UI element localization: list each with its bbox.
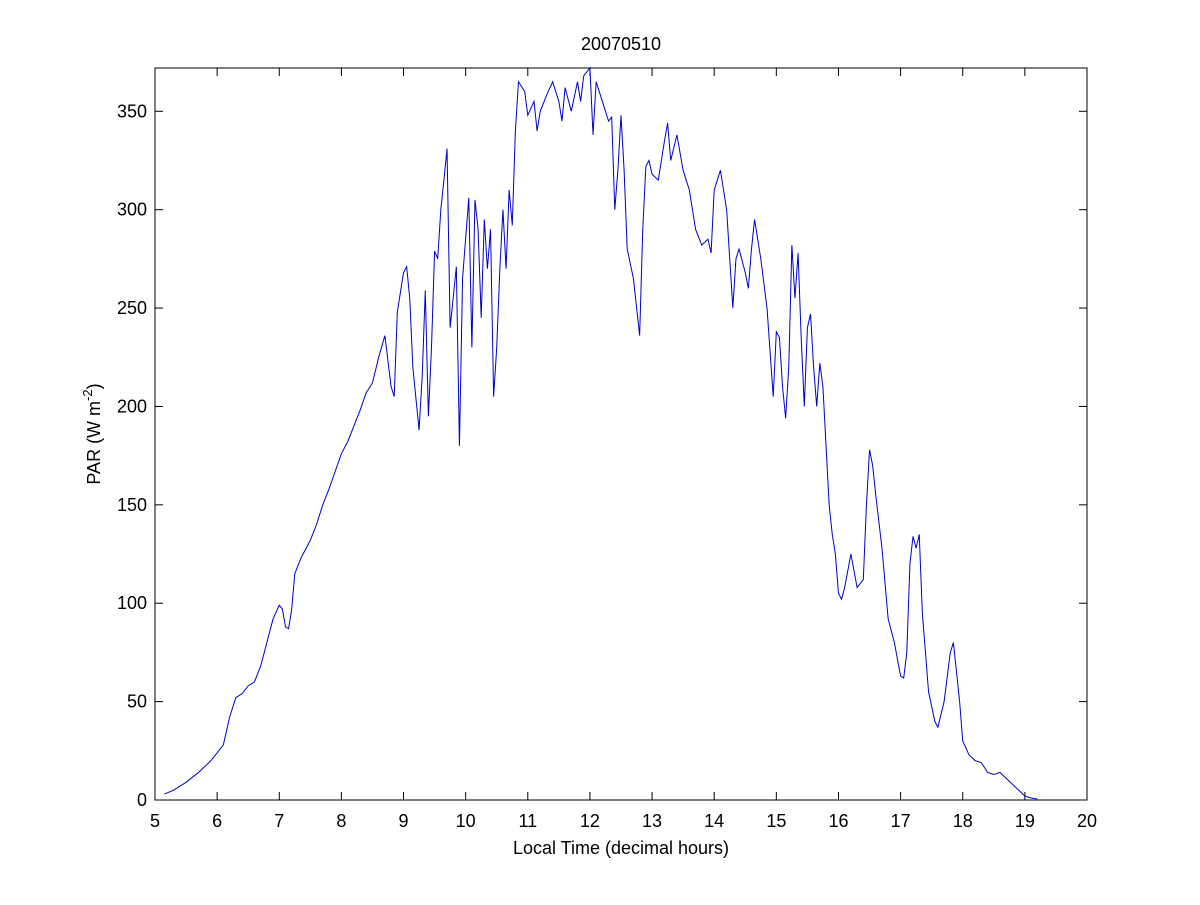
- y-label-main: PAR (W m: [84, 401, 104, 485]
- plot-area: [154, 67, 1088, 801]
- x-tick-label: 11: [518, 811, 537, 831]
- x-tick-label: 7: [274, 811, 284, 831]
- y-tick-label: 150: [117, 495, 147, 515]
- x-tick-label: 6: [212, 811, 222, 831]
- x-tick-label: 8: [336, 811, 346, 831]
- x-tick-label: 10: [456, 811, 476, 831]
- x-tick-label: 15: [766, 811, 786, 831]
- x-tick-label: 18: [953, 811, 973, 831]
- y-tick-label: 200: [117, 396, 147, 416]
- y-axis-label: PAR (W m-2): [80, 383, 104, 484]
- x-tick-label: 9: [399, 811, 409, 831]
- y-label-sup: -2: [80, 389, 95, 401]
- x-tick-label: 14: [704, 811, 724, 831]
- y-tick-label: 100: [117, 593, 147, 613]
- x-tick-label: 13: [642, 811, 662, 831]
- x-tick-label: 12: [580, 811, 600, 831]
- y-tick-label: 50: [127, 692, 147, 712]
- data-line: [164, 66, 1038, 800]
- y-tick-label: 250: [117, 298, 147, 318]
- x-tick-label: 16: [828, 811, 848, 831]
- x-axis-label: Local Time (decimal hours): [513, 838, 729, 858]
- x-tick-label: 19: [1015, 811, 1035, 831]
- y-tick-label: 0: [137, 790, 147, 810]
- y-label-end: ): [84, 383, 104, 389]
- x-tick-label: 20: [1077, 811, 1097, 831]
- y-tick-label: 350: [117, 101, 147, 121]
- x-tick-label: 17: [891, 811, 911, 831]
- x-tick-label: 5: [150, 811, 160, 831]
- y-tick-label: 300: [117, 200, 147, 220]
- chart-title: 20070510: [581, 34, 661, 54]
